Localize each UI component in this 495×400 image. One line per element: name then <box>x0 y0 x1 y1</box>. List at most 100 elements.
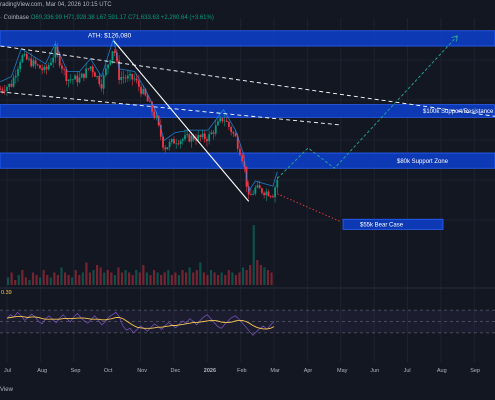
trendline <box>113 40 250 202</box>
candle-body <box>89 66 92 70</box>
candle-body <box>129 74 131 76</box>
x-tick-label: Aug <box>437 368 447 374</box>
header-source-line: radingView.com, Mar 04, 2026 10:15 UTC <box>0 1 112 10</box>
zone-label: $100k Support/Resistance <box>423 109 494 115</box>
x-tick-label: Mar <box>270 368 280 374</box>
volume-bar <box>17 275 20 285</box>
candle-body <box>109 60 112 65</box>
candle-body <box>225 120 228 122</box>
volume-bar <box>120 272 124 285</box>
volume-bar <box>103 272 106 285</box>
volume-bar <box>142 265 145 285</box>
candle-body <box>94 72 96 77</box>
candle-body <box>258 185 261 189</box>
volume-bar <box>39 277 42 285</box>
candle-body <box>126 75 129 79</box>
candle-body <box>0 89 2 91</box>
candle-body <box>50 62 52 66</box>
volume-bar <box>152 270 156 285</box>
volume-bar <box>202 272 205 285</box>
volume-bar <box>252 225 255 285</box>
candle-body <box>100 84 103 89</box>
volume-bar <box>21 270 24 285</box>
projection-arrowhead <box>451 35 458 42</box>
trendline <box>0 45 495 117</box>
volume-bar <box>259 265 262 285</box>
support-zones <box>0 30 495 230</box>
volume-bar <box>92 270 95 285</box>
candle-body <box>239 148 241 156</box>
candle-body <box>133 78 136 80</box>
volume-bar <box>28 280 31 285</box>
candle-body <box>153 111 156 118</box>
header-change: +2,280.64 (+3.61%) <box>160 15 214 21</box>
volume-bar <box>174 272 177 285</box>
candle-body <box>3 90 6 92</box>
candle-body <box>14 75 17 78</box>
candle-body <box>263 192 266 196</box>
candle-body <box>21 55 24 63</box>
candle-body <box>186 134 189 136</box>
candle-body <box>250 194 252 196</box>
rsi-pane: 0.39 <box>0 290 495 336</box>
candle-body <box>190 135 193 142</box>
x-tick-label: Nov <box>137 368 147 374</box>
candle-body <box>72 79 74 81</box>
volume-bar <box>231 272 234 285</box>
candle-body <box>159 124 162 137</box>
volume-bar <box>227 270 230 285</box>
candle-body <box>25 53 28 60</box>
volume-bar <box>188 267 191 285</box>
volume-bar <box>156 272 159 285</box>
candle-body <box>131 74 134 80</box>
footer: View <box>0 380 495 400</box>
candle-body <box>98 75 101 85</box>
candle-body <box>181 139 184 141</box>
candle-body <box>56 46 59 55</box>
volume-bar <box>224 275 227 285</box>
volume-bar <box>49 277 52 285</box>
candle-body <box>135 78 138 81</box>
candle-body <box>107 64 109 69</box>
candle-body <box>254 187 257 194</box>
candle-body <box>267 191 270 197</box>
candle-body <box>43 66 46 71</box>
candle-body <box>203 133 206 140</box>
volume-bar <box>192 272 195 285</box>
candle-body <box>179 140 182 144</box>
candle-body <box>61 65 63 69</box>
candle-body <box>87 68 90 70</box>
candle-body <box>144 89 147 96</box>
candle-body <box>12 77 15 87</box>
candle-body <box>236 136 239 149</box>
volume-bar <box>238 272 241 285</box>
candle-body <box>122 76 125 78</box>
x-tick-label: 2026 <box>204 368 216 374</box>
candle-body <box>113 51 116 53</box>
volume-bar <box>81 272 84 285</box>
zone-labels: $100k Support/Resistance $80k Support Zon… <box>88 33 494 229</box>
volume-bar <box>195 270 198 285</box>
header-exchange: · Coinbase <box>0 15 30 21</box>
trendlines <box>0 35 495 223</box>
candle-body <box>80 73 83 78</box>
zone-label: $55k Bear Case <box>360 223 404 229</box>
candle-body <box>230 126 233 133</box>
volume-bar <box>149 275 152 285</box>
candle-body <box>195 139 197 141</box>
candle-body <box>276 179 279 188</box>
candle-body <box>8 83 11 88</box>
volume-bar <box>199 262 202 285</box>
header-site-date: radingView.com, Mar 04, 2026 10:15 UTC <box>0 2 112 8</box>
candle-body <box>265 191 268 196</box>
volume-bar <box>266 270 270 285</box>
zone-rect <box>0 152 495 169</box>
volume-bar <box>10 272 13 285</box>
volume-bar <box>163 272 166 285</box>
volume-bar <box>206 275 209 285</box>
candle-body <box>192 135 195 140</box>
candle-body <box>241 155 244 162</box>
volume-bar <box>113 275 116 285</box>
candle-body <box>223 120 226 122</box>
